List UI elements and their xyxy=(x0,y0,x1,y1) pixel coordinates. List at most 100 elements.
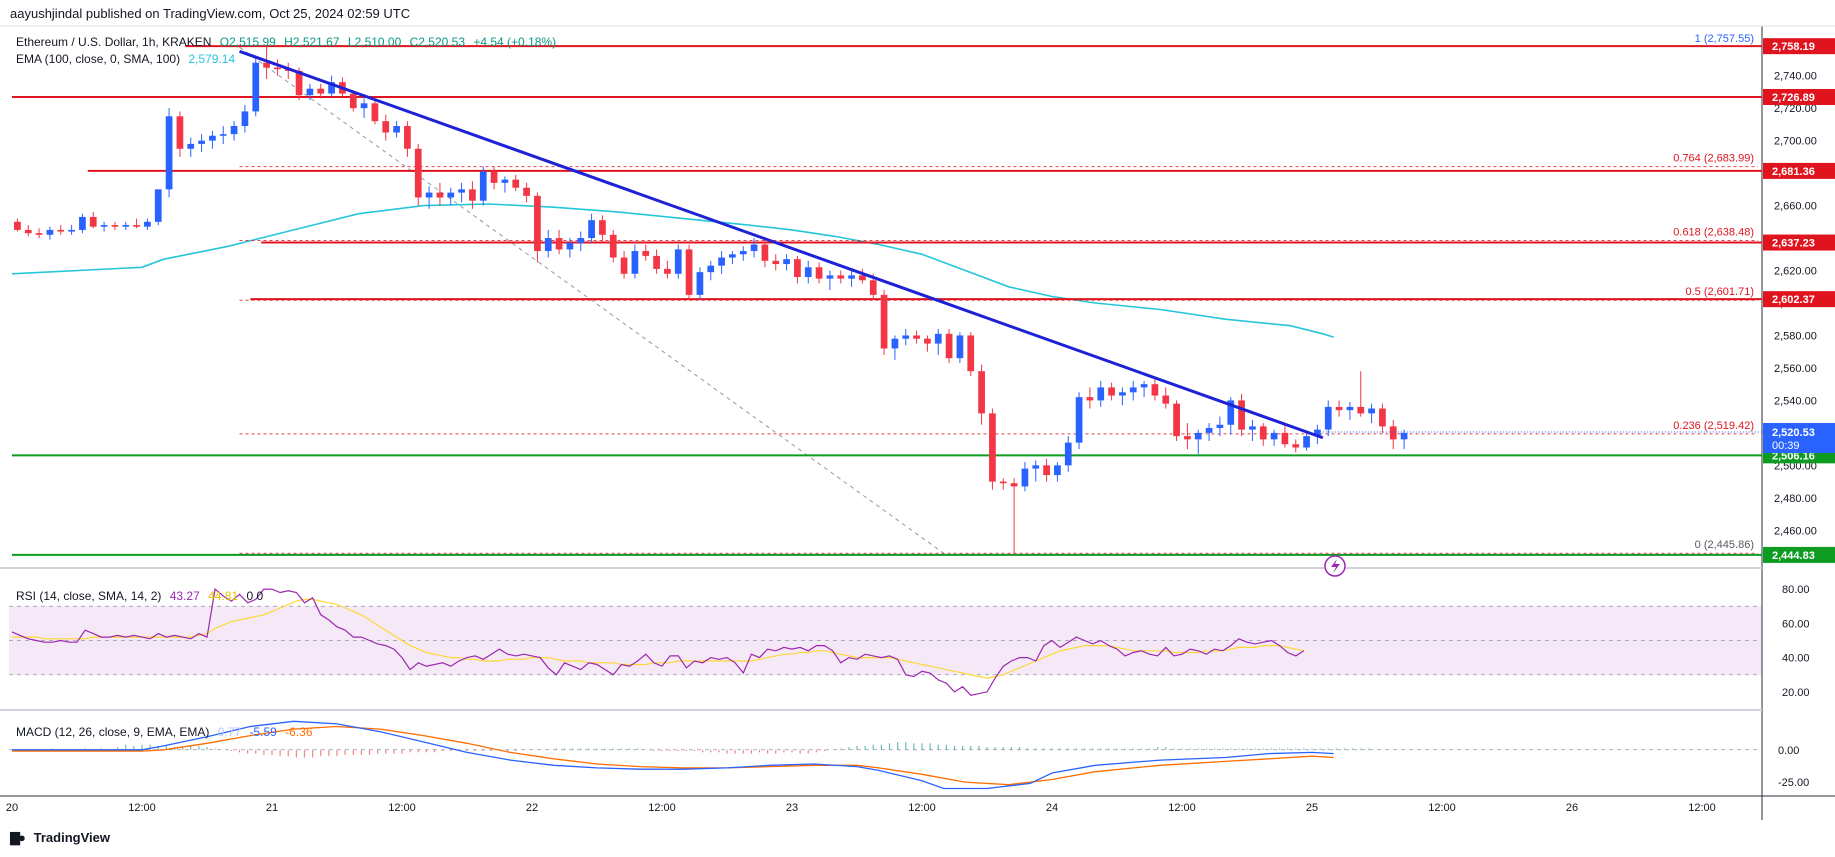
macd-hist-bar xyxy=(385,749,387,754)
macd-hist-bar xyxy=(271,749,273,755)
macd-hist-bar xyxy=(1035,748,1037,750)
candle-body xyxy=(956,335,964,359)
lightning-icon-glyph xyxy=(1331,559,1340,573)
candle-body xyxy=(924,338,931,344)
x-tick-label: 21 xyxy=(266,802,278,814)
candle-body xyxy=(46,229,54,235)
candle-body xyxy=(100,225,108,227)
candle-body xyxy=(880,294,888,349)
macd-hist-bar xyxy=(149,744,151,750)
tradingview-logo[interactable]: ▇● TradingView xyxy=(10,830,110,846)
macd-hist-bar xyxy=(100,748,102,750)
macd-hist-bar xyxy=(1303,748,1305,750)
macd-hist-bar xyxy=(515,749,517,752)
y-tick-label: 2,540.00 xyxy=(1774,395,1817,407)
candle-body xyxy=(523,187,530,196)
macd-hist-bar xyxy=(360,749,362,755)
candle-body xyxy=(317,88,325,94)
macd-hist-bar xyxy=(1197,748,1199,750)
macd-hist-bar xyxy=(767,749,769,754)
candle-body xyxy=(512,179,520,188)
macd-hist-bar xyxy=(279,749,281,757)
candle-body xyxy=(1140,384,1148,388)
macd-hist-bar xyxy=(490,749,492,752)
candle-body xyxy=(707,265,715,273)
macd-hist-bar xyxy=(247,749,249,754)
publish-line: aayushjindal published on TradingView.co… xyxy=(10,6,411,21)
y-tick-label: 2,620.00 xyxy=(1774,266,1817,278)
macd-hist-bar xyxy=(986,747,988,750)
candle-body xyxy=(555,238,563,250)
chart-background xyxy=(0,26,1835,820)
macd-hist-bar xyxy=(336,749,338,757)
macd-hist-bar xyxy=(620,748,622,750)
candle-body xyxy=(653,255,660,269)
macd-hist-bar xyxy=(295,749,297,758)
macd-hist-bar xyxy=(482,749,484,752)
macd-hist-bar xyxy=(117,747,119,750)
candle-body xyxy=(1238,400,1245,430)
tv-logo-icon: ▇● xyxy=(10,830,26,845)
macd-hist-bar xyxy=(1010,747,1012,750)
macd-hist-bar xyxy=(1213,748,1216,750)
candle-body xyxy=(620,257,628,274)
macd-tick-label: 0.00 xyxy=(1778,745,1799,757)
brand-name: TradingView xyxy=(33,830,110,845)
candle-body xyxy=(1205,428,1213,433)
price-tag-label: 2,444.83 xyxy=(1772,550,1815,562)
macd-hist-bar xyxy=(848,747,850,750)
macd-hist-bar xyxy=(157,745,159,750)
candle-body xyxy=(577,238,585,243)
macd-hist-bar xyxy=(352,749,354,755)
candle-body xyxy=(165,116,173,190)
fib-level-label: 0.618 (2,638.48) xyxy=(1673,227,1754,239)
macd-hist-bar xyxy=(141,744,143,750)
macd-hist-bar xyxy=(433,749,436,753)
x-tick-label: 20 xyxy=(6,802,18,814)
macd-hist-bar xyxy=(1335,748,1337,750)
macd-hist-bar xyxy=(864,745,866,750)
candle-body xyxy=(490,171,498,183)
candle-body xyxy=(1249,426,1256,430)
macd-hist-bar xyxy=(84,748,86,750)
macd-hist-bar xyxy=(823,749,826,752)
macd-hist-bar xyxy=(1319,748,1321,750)
rsi-legend: RSI (14, close, SMA, 14, 2) 43.27 44.81 … xyxy=(16,589,268,603)
macd-hist-bar xyxy=(401,749,403,754)
macd-hist-bar xyxy=(726,749,728,754)
candle-body xyxy=(14,221,21,230)
candle-body xyxy=(371,103,379,122)
candle-body xyxy=(1184,436,1191,440)
macd-legend: MACD (12, 26, close, 9, EMA, EMA) 0.77 -… xyxy=(16,725,318,739)
last-price-label: 2,520.53 xyxy=(1772,427,1815,439)
macd-hist-bar xyxy=(52,748,54,750)
candle-body xyxy=(1064,442,1072,466)
macd-hist-bar xyxy=(328,749,330,757)
candle-body xyxy=(1346,406,1354,411)
macd-hist-bar xyxy=(661,749,663,752)
macd-hist-bar xyxy=(799,749,801,754)
macd-hist-bar xyxy=(474,749,476,752)
macd-hist-bar xyxy=(1343,748,1346,750)
rsi-value: 43.27 xyxy=(169,589,200,603)
ohlc-open: O2,515.99 xyxy=(219,35,276,49)
macd-hist-value: 0.77 xyxy=(217,725,242,739)
macd-hist-bar xyxy=(1157,747,1159,750)
price-tag xyxy=(1763,88,1835,105)
macd-hist-bar xyxy=(669,749,671,752)
macd-hist-bar xyxy=(393,749,395,754)
macd-hist-bar xyxy=(734,749,736,754)
macd-hist-bar xyxy=(198,745,200,750)
macd-hist-bar xyxy=(255,749,257,754)
macd-hist-bar xyxy=(953,745,956,750)
candle-body xyxy=(295,70,303,96)
macd-hist-bar xyxy=(214,748,216,750)
macd-hist-bar xyxy=(1287,748,1289,750)
candle-body xyxy=(24,229,32,234)
candle-body xyxy=(1129,387,1137,393)
ohlc-close: C2,520.53 xyxy=(409,35,466,49)
price-tag-label: 2,758.19 xyxy=(1772,41,1815,53)
macd-hist-bar xyxy=(1148,748,1151,750)
y-tick-label: 2,700.00 xyxy=(1774,136,1817,148)
